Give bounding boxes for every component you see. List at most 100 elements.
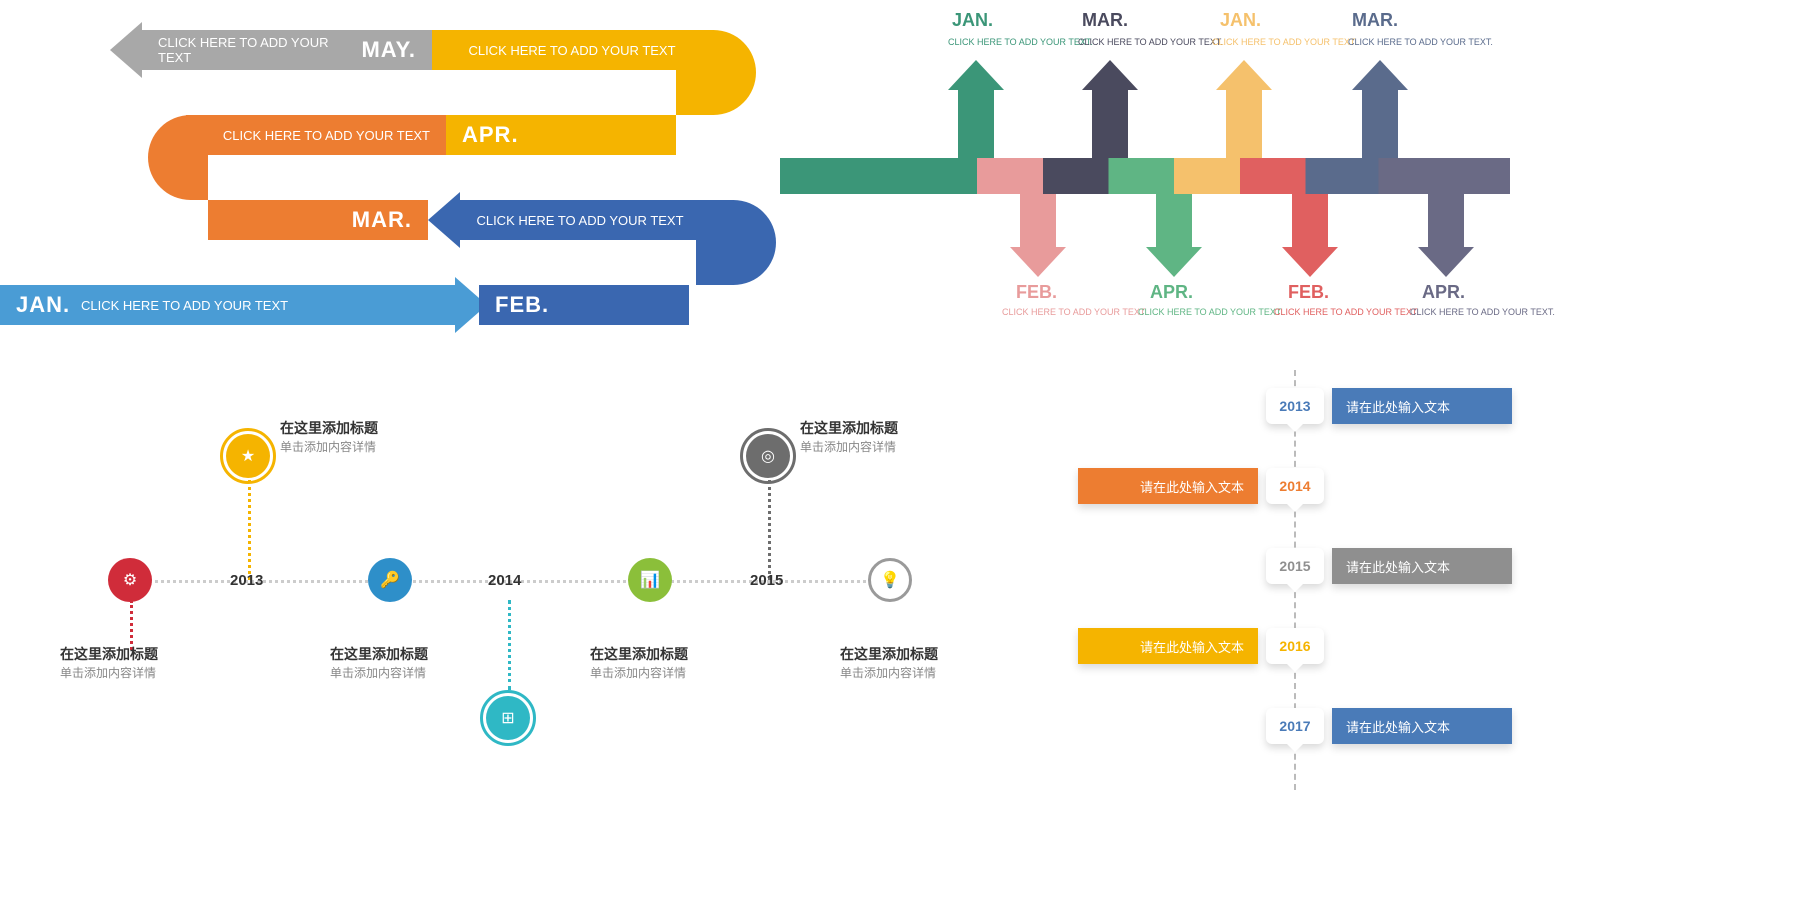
jan-label: JAN. <box>16 292 70 318</box>
sub-mar2: CLICK HERE TO ADD YOUR TEXT. <box>1348 36 1493 49</box>
t2: 在这里添加标题 <box>280 418 378 438</box>
serpentine-timeline: CLICK HERE TO ADD YOUR TEXT MAY. CLICK H… <box>0 0 760 340</box>
sub-feb2: CLICK HERE TO ADD YOUR TEXT. <box>1274 306 1419 319</box>
d5: 单击添加内容详情 <box>590 664 686 681</box>
lbl-feb: FEB. <box>1016 282 1057 303</box>
bar-2013: 请在此处输入文本 <box>1332 388 1512 424</box>
lift-gray <box>768 480 771 580</box>
bulb-icon: 💡 <box>868 558 912 602</box>
lbl-mar: MAR. <box>1082 10 1128 31</box>
base-bar <box>780 158 1510 194</box>
bar-2015: 请在此处输入文本 <box>1332 548 1512 584</box>
arrow-feb <box>1020 194 1056 249</box>
curve-orange <box>148 115 208 200</box>
arrow-jan <box>958 88 994 158</box>
sub-jan: CLICK HERE TO ADD YOUR TEXT. <box>948 36 1093 49</box>
sub-apr2: CLICK HERE TO ADD YOUR TEXT. <box>1410 306 1555 319</box>
arrow-mar <box>1092 88 1128 158</box>
jan-click: CLICK HERE TO ADD YOUR TEXT <box>81 298 288 313</box>
app-ring: ⊞ <box>480 690 536 746</box>
mar-label: MAR. <box>352 207 412 233</box>
t3: 在这里添加标题 <box>330 644 428 664</box>
head-jan2-icon <box>1216 60 1272 90</box>
y2013: 2013 <box>230 572 263 589</box>
node-2017: 2017 <box>1266 708 1324 744</box>
feb-body: FEB. <box>479 285 689 325</box>
vertical-year-timeline: 2013 请在此处输入文本 2014 请在此处输入文本 2015 请在此处输入文… <box>1060 370 1660 800</box>
lbl-mar2: MAR. <box>1352 10 1398 31</box>
mar-body: MAR. <box>208 200 428 240</box>
curve-blue <box>696 200 776 285</box>
head-jan-icon <box>948 60 1004 90</box>
gear-icon: ⚙ <box>108 558 152 602</box>
t6: 在这里添加标题 <box>800 418 898 438</box>
sub-feb: CLICK HERE TO ADD YOUR TEXT. <box>1002 306 1147 319</box>
apr-label: APR. <box>462 122 519 148</box>
chart-icon: 📊 <box>628 558 672 602</box>
head-apr2-icon <box>1418 247 1474 277</box>
sub-apr: CLICK HERE TO ADD YOUR TEXT. <box>1138 306 1283 319</box>
bar-2014: 请在此处输入文本 <box>1078 468 1258 504</box>
lbl-feb2: FEB. <box>1288 282 1329 303</box>
head-feb-icon <box>1010 247 1066 277</box>
feb-label: FEB. <box>495 292 549 318</box>
head-mar2-icon <box>1352 60 1408 90</box>
row-mar: MAR. CLICK HERE TO ADD YOUR TEXT <box>208 200 700 240</box>
arrow-jan2 <box>1226 88 1262 158</box>
d2: 单击添加内容详情 <box>280 438 376 455</box>
may-click: CLICK HERE TO ADD YOUR TEXT <box>158 35 358 65</box>
star-ring: ★ <box>220 428 276 484</box>
lbl-jan: JAN. <box>952 10 993 31</box>
arrow-feb2 <box>1292 194 1328 249</box>
node-2013: 2013 <box>1266 388 1324 424</box>
row-apr: CLICK HERE TO ADD YOUR TEXT APR. <box>186 115 676 155</box>
d6: 单击添加内容详情 <box>800 438 896 455</box>
arrow-head-left-icon-2 <box>428 192 460 248</box>
lbl-jan2: JAN. <box>1220 10 1261 31</box>
may-click2: CLICK HERE TO ADD YOUR TEXT <box>432 30 712 70</box>
apr-body: APR. <box>446 115 676 155</box>
target-ring: ◎ <box>740 428 796 484</box>
bar-2017: 请在此处输入文本 <box>1332 708 1512 744</box>
drop-red <box>130 600 133 650</box>
head-mar-icon <box>1082 60 1138 90</box>
y2015: 2015 <box>750 572 783 589</box>
may-body: CLICK HERE TO ADD YOUR TEXT MAY. <box>142 30 432 70</box>
d1: 单击添加内容详情 <box>60 664 156 681</box>
drop-teal <box>508 600 511 690</box>
bar-2016: 请在此处输入文本 <box>1078 628 1258 664</box>
t5: 在这里添加标题 <box>590 644 688 664</box>
curve-yellow <box>676 30 756 115</box>
arrow-mar2 <box>1362 88 1398 158</box>
d3: 单击添加内容详情 <box>330 664 426 681</box>
row-may: CLICK HERE TO ADD YOUR TEXT MAY. CLICK H… <box>110 30 712 70</box>
app-icon: ⊞ <box>486 696 530 740</box>
lift-yellow <box>248 480 251 580</box>
mar-click: CLICK HERE TO ADD YOUR TEXT <box>460 200 700 240</box>
t1: 在这里添加标题 <box>60 644 158 664</box>
arrow-apr <box>1156 194 1192 249</box>
head-apr-icon <box>1146 247 1202 277</box>
lbl-apr: APR. <box>1150 282 1193 303</box>
dotted-timeline: ⚙ 在这里添加标题 单击添加内容详情 ★ 2013 在这里添加标题 单击添加内容… <box>50 400 1070 780</box>
node-2015: 2015 <box>1266 548 1324 584</box>
may-label: MAY. <box>361 37 416 63</box>
node-2014: 2014 <box>1266 468 1324 504</box>
d7: 单击添加内容详情 <box>840 664 936 681</box>
sub-jan2: CLICK HERE TO ADD YOUR TEXT. <box>1212 36 1357 49</box>
node-2016: 2016 <box>1266 628 1324 664</box>
target-icon: ◎ <box>746 434 790 478</box>
row-jan: JAN. CLICK HERE TO ADD YOUR TEXT FEB. <box>0 285 689 325</box>
y2014: 2014 <box>488 572 521 589</box>
sub-mar: CLICK HERE TO ADD YOUR TEXT. <box>1078 36 1223 49</box>
arrow-apr2 <box>1428 194 1464 249</box>
arrow-head-left-icon <box>110 22 142 78</box>
t7: 在这里添加标题 <box>840 644 938 664</box>
head-feb2-icon <box>1282 247 1338 277</box>
apr-click: CLICK HERE TO ADD YOUR TEXT <box>186 115 446 155</box>
lbl-apr2: APR. <box>1422 282 1465 303</box>
jan-body: JAN. CLICK HERE TO ADD YOUR TEXT <box>0 285 455 325</box>
branch-arrows: JAN. CLICK HERE TO ADD YOUR TEXT. FEB. C… <box>780 0 1816 370</box>
star-icon: ★ <box>226 434 270 478</box>
key-icon: 🔑 <box>368 558 412 602</box>
